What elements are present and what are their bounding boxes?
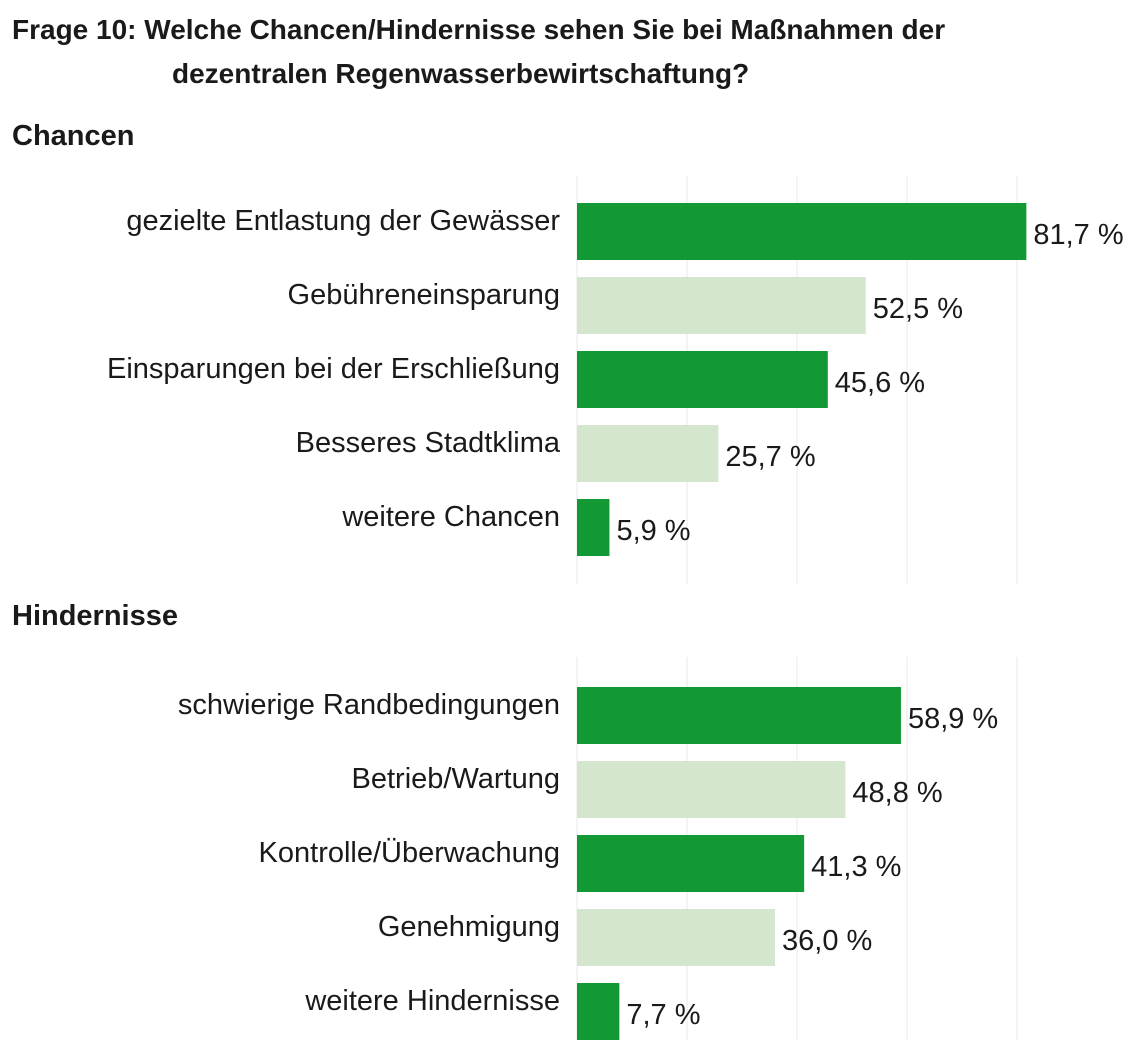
- category-label: gezielte Entlastung der Gewässer: [126, 205, 560, 237]
- bar: [577, 351, 828, 408]
- category-label: schwierige Randbedingungen: [178, 689, 560, 721]
- bar: [577, 761, 846, 818]
- value-label: 48,8 %: [852, 777, 942, 809]
- chart-title: Frage 10: Welche Chancen/Hindernisse seh…: [12, 8, 945, 96]
- section-title-chancen: Chancen: [12, 120, 135, 152]
- category-label: Besseres Stadtklima: [296, 427, 561, 459]
- bar: [577, 203, 1027, 260]
- category-label: Einsparungen bei der Erschließung: [107, 353, 560, 385]
- category-label: Gebühreneinsparung: [288, 279, 560, 311]
- category-label: Kontrolle/Überwachung: [259, 837, 560, 869]
- category-label: Genehmigung: [378, 911, 560, 943]
- bar: [577, 909, 775, 966]
- bar: [577, 687, 901, 744]
- bar: [577, 277, 866, 334]
- value-label: 36,0 %: [782, 925, 872, 957]
- value-label: 58,9 %: [908, 703, 998, 735]
- value-label: 25,7 %: [725, 441, 815, 473]
- value-label: 45,6 %: [835, 367, 925, 399]
- value-label: 41,3 %: [811, 851, 901, 883]
- title-line-2: dezentralen Regenwasserbewirtschaftung?: [172, 58, 750, 89]
- value-label: 81,7 %: [1033, 219, 1123, 251]
- bar: [577, 835, 805, 892]
- bar: [577, 499, 610, 556]
- category-label: Betrieb/Wartung: [352, 763, 560, 795]
- bar: [577, 425, 719, 482]
- category-label: weitere Chancen: [341, 501, 560, 533]
- section-title-hindernisse: Hindernisse: [12, 600, 178, 632]
- value-label: 5,9 %: [616, 515, 690, 547]
- value-label: 7,7 %: [626, 999, 700, 1031]
- value-label: 52,5 %: [873, 293, 963, 325]
- bar: [577, 983, 620, 1040]
- category-label: weitere Hindernisse: [304, 985, 560, 1017]
- title-line-1: Frage 10: Welche Chancen/Hindernisse seh…: [12, 14, 946, 45]
